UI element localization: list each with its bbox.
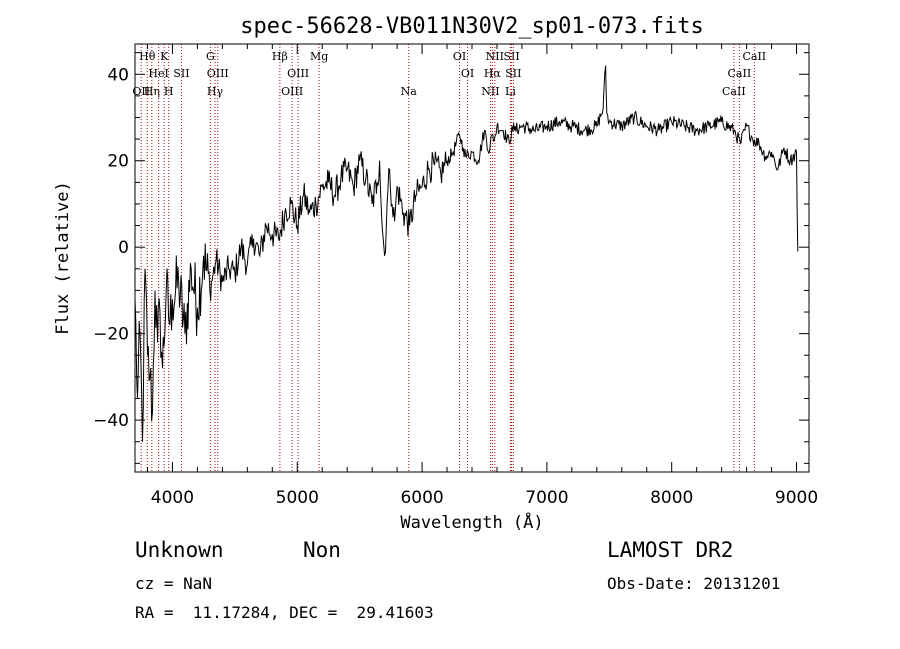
marker-label-1: Hθ [139,50,156,63]
marker-label-13: Mg [310,50,328,63]
y-axis-label: Flux (relative) [53,181,73,335]
marker-label-9: OIII [207,67,229,80]
coordinates: RA = 11.17284, DEC = 29.41603 [135,603,434,622]
x-axis-label: Wavelength (Å) [400,511,543,533]
y-tick-label-1: −20 [93,325,129,345]
marker-label-15: OI [453,50,466,63]
x-tick-label-2: 6000 [400,488,443,508]
marker-label-21: SII [505,67,521,80]
marker-label-16: OI [461,67,474,80]
x-tick-label-3: 7000 [525,488,568,508]
marker-label-14: Na [401,85,418,98]
x-tick-label-0: 4000 [151,488,194,508]
marker-label-4: K [160,50,169,63]
marker-label-17: NII [481,85,499,98]
marker-label-25: CaII [742,50,766,63]
observation-date: Obs-Date: 20131201 [607,574,781,593]
x-tick-label-1: 5000 [276,488,319,508]
marker-label-2: Hη [144,85,160,98]
y-tick-label-3: 20 [107,152,129,172]
spectral-line-markers: OIIHθHηHeIKHSIIGHγOIIIHβOIIIOIIIMgNaOIOI… [132,44,766,472]
redshift-value: cz = NaN [135,574,213,593]
x-tick-label-5: 9000 [775,488,818,508]
object-subclass: Non [303,538,341,562]
survey-name: LAMOST DR2 [607,538,734,562]
marker-label-12: OIII [287,67,309,80]
marker-label-11: OIII [281,85,303,98]
marker-label-0: OII [132,85,150,98]
marker-label-20: SII [503,50,519,63]
marker-label-19: NII [486,50,504,63]
object-class: Unknown [135,538,224,562]
marker-label-8: Hγ [207,85,224,98]
marker-label-5: H [164,85,174,98]
y-tick-label-2: 0 [118,238,129,258]
marker-label-24: CaII [728,67,752,80]
y-tick-label-0: −40 [93,411,129,431]
marker-label-10: Hβ [272,50,288,63]
marker-label-22: Li [505,85,516,98]
marker-label-3: HeI [148,67,168,80]
y-tick-label-4: 40 [107,65,129,85]
marker-label-18: Hα [484,67,502,80]
marker-label-7: G [206,50,215,63]
x-tick-label-4: 8000 [650,488,693,508]
spectrum-series [134,65,799,442]
spectrum-line [134,65,799,442]
marker-label-6: SII [173,67,189,80]
chart-title: spec-56628-VB011N30V2_sp01-073.fits [240,14,704,39]
marker-label-23: CaII [722,85,746,98]
axis-ticks: 4000 5000 6000 7000 8000 9000 −40 −20 0 20 40 [93,44,818,508]
